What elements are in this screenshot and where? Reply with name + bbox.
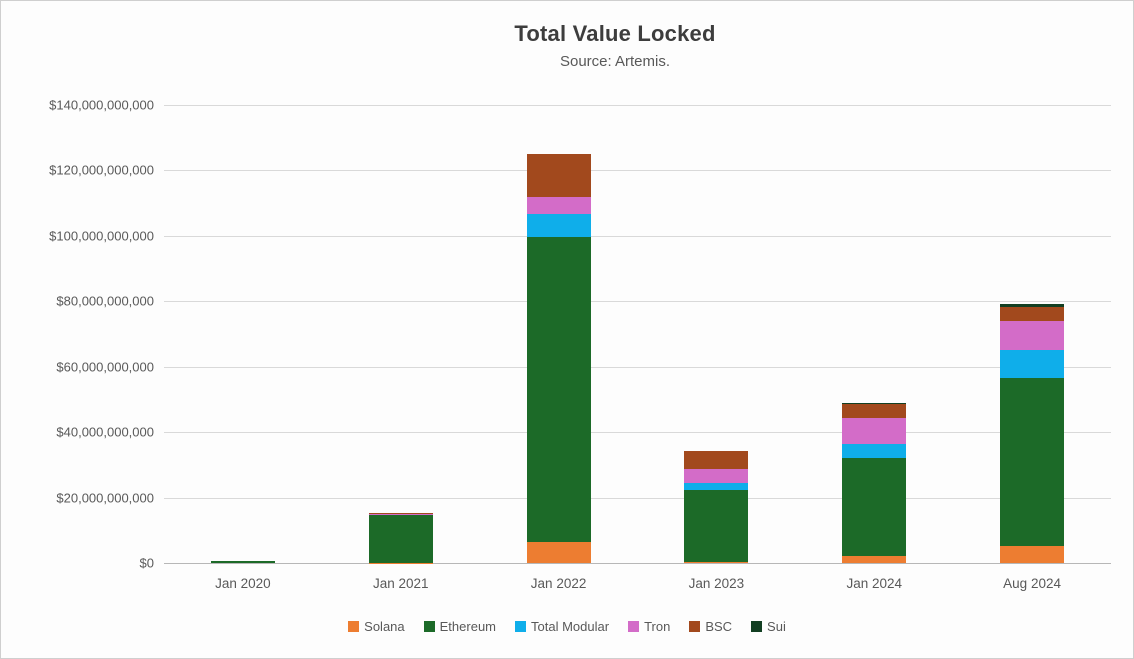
y-axis-tick-label: $20,000,000,000: [56, 490, 154, 506]
legend-label: Solana: [364, 619, 405, 634]
bar-segment-ethereum: [684, 490, 749, 563]
bar-segment-bsc: [684, 451, 749, 470]
legend-item: Ethereum: [423, 619, 497, 634]
bar-segment-tron: [1000, 320, 1065, 350]
y-axis-tick-label: $0: [139, 555, 154, 571]
bar-segment-total-modular: [526, 213, 591, 237]
bar-segment-bsc: [842, 403, 907, 418]
bar-segment-total-modular: [1000, 349, 1065, 378]
legend-item: Sui: [751, 619, 786, 634]
bar-segment-total-modular: [684, 482, 749, 491]
y-axis-tick-label: $60,000,000,000: [56, 359, 154, 375]
legend-label: Ethereum: [439, 619, 497, 634]
legend-swatch: [751, 621, 763, 632]
legend-label: Total Modular: [531, 619, 610, 634]
legend-swatch: [348, 621, 360, 632]
bar-segment-tron: [842, 417, 907, 444]
legend-item: Solana: [348, 619, 405, 634]
legend-label: Sui: [767, 619, 786, 634]
y-axis-tick-label: $100,000,000,000: [49, 228, 154, 244]
y-axis-tick-label: $140,000,000,000: [49, 97, 154, 113]
bar-segment-tron: [684, 469, 749, 483]
bar-segment-ethereum: [1000, 377, 1065, 546]
x-axis-label: Jan 2024: [846, 576, 903, 591]
gridline: [164, 366, 1111, 368]
legend-swatch: [515, 621, 527, 632]
legend: Solana Ethereum Total Modular Tron BSC Sui: [1, 619, 1133, 634]
bar-segment-ethereum: [842, 457, 907, 557]
x-axis-label: Jan 2022: [530, 576, 587, 591]
legend-item: BSC: [689, 619, 732, 634]
x-axis-label: Aug 2024: [1003, 576, 1061, 591]
bar-segment-ethereum: [526, 236, 591, 543]
legend-item: Total Modular: [515, 619, 609, 634]
y-axis-tick-label: $120,000,000,000: [49, 162, 154, 178]
legend-swatch: [689, 621, 701, 632]
bar-segment-ethereum: [368, 513, 433, 563]
gridline: [164, 301, 1111, 303]
legend-label: BSC: [705, 619, 733, 634]
bar-segment-sui: [1000, 303, 1065, 307]
bar-segment-total-modular: [842, 443, 907, 458]
bar-segment-solana: [684, 562, 749, 563]
chart-subtitle: Source: Artemis.: [559, 53, 671, 70]
bar-segment-tron: [526, 196, 591, 214]
x-axis-label: Jan 2023: [688, 576, 745, 591]
bar-segment-solana: [1000, 545, 1065, 563]
gridline: [164, 105, 1111, 106]
bar-segment-ethereum: [210, 561, 275, 563]
chart-title: Total Value Locked: [514, 21, 716, 46]
bar-segment-sui: [842, 402, 907, 404]
bar-segment-solana: [526, 542, 591, 563]
bar-segment-solana: [842, 556, 907, 563]
chart-header: Total Value Locked Source: Artemis.: [1, 1, 1133, 70]
legend-swatch: [628, 621, 640, 632]
bar-segment-bsc: [1000, 306, 1065, 321]
x-axis-baseline: [164, 563, 1111, 564]
legend-item: Tron: [628, 619, 670, 634]
gridline: [164, 170, 1111, 172]
x-axis-label: Jan 2020: [215, 576, 271, 591]
legend-swatch: [423, 621, 435, 632]
y-axis-tick-label: $40,000,000,000: [56, 424, 154, 440]
gridline: [164, 497, 1111, 499]
y-axis-tick-label: $80,000,000,000: [56, 293, 154, 309]
bar-segment-bsc: [526, 154, 591, 197]
gridline: [164, 432, 1111, 434]
gridline: [164, 235, 1111, 237]
x-axis-label: Jan 2021: [372, 576, 429, 591]
legend-label: Tron: [644, 619, 671, 634]
